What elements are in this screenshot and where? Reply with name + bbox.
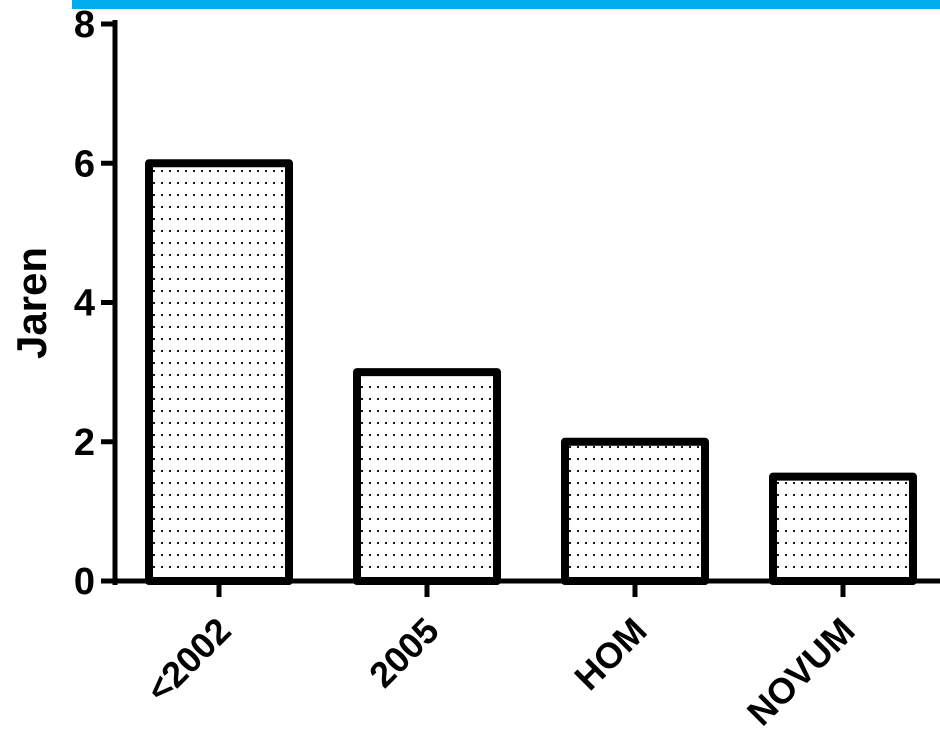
x-category-label: HOM — [566, 610, 654, 698]
bar — [145, 159, 293, 585]
y-tick-label: 0 — [74, 561, 95, 603]
x-category-label: NOVUM — [739, 610, 863, 734]
bar — [353, 368, 501, 585]
y-tick-label: 6 — [74, 143, 95, 185]
x-category-label: 2005 — [361, 610, 447, 696]
accent-header-bar — [72, 0, 940, 9]
y-tick-label: 2 — [74, 422, 95, 464]
x-category-label: <2002 — [138, 610, 238, 710]
bar — [769, 472, 917, 585]
y-tick-label: 4 — [74, 283, 95, 325]
bar — [561, 437, 709, 585]
y-axis-title: Jaren — [8, 247, 55, 359]
y-tick-label: 8 — [74, 4, 95, 46]
